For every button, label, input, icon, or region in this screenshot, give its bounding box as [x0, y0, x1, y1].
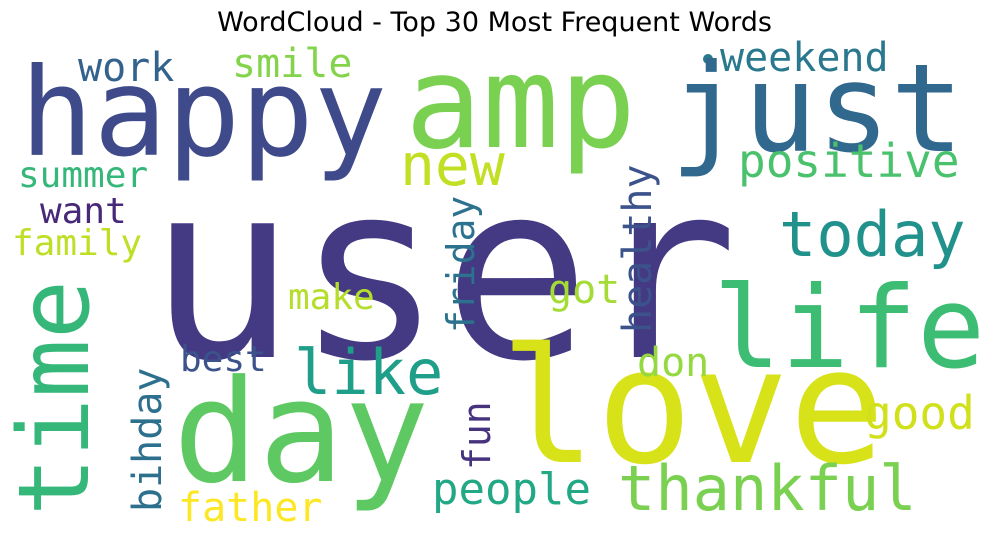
word-just: just: [670, 38, 964, 180]
word-life: life: [713, 262, 986, 394]
word-new: new: [400, 131, 505, 199]
word-smile: smile: [232, 41, 353, 87]
word-weekend: weekend: [720, 35, 889, 81]
word-love: love: [500, 313, 886, 500]
word-father: father: [178, 485, 323, 531]
word-make: make: [288, 277, 375, 318]
word-positive: positive: [738, 134, 960, 188]
chart-title: WordCloud - Top 30 Most Frequent Words: [217, 7, 772, 38]
word-healthy: healthy: [615, 164, 661, 333]
word-best: best: [180, 339, 267, 380]
word-like: like: [294, 336, 444, 409]
word-got: got: [548, 267, 621, 313]
decorative-dot: [703, 54, 713, 64]
word-thankful: thankful: [618, 452, 917, 525]
word-want: want: [40, 191, 127, 232]
word-user: user: [148, 130, 739, 415]
word-fun: fun: [455, 401, 499, 470]
word-good: good: [864, 386, 975, 440]
word-people: people: [432, 464, 591, 515]
word-happy: happy: [20, 42, 388, 184]
word-family: family: [12, 223, 143, 264]
word-bihday: bihday: [125, 367, 171, 513]
word-today: today: [779, 198, 966, 271]
word-amp: amp: [405, 29, 637, 178]
word-don: don: [637, 340, 710, 386]
word-time: time: [0, 279, 112, 516]
word-friday: friday: [439, 195, 483, 333]
word-day: day: [173, 350, 430, 515]
word-work: work: [78, 45, 175, 91]
word-summer: summer: [18, 155, 149, 196]
